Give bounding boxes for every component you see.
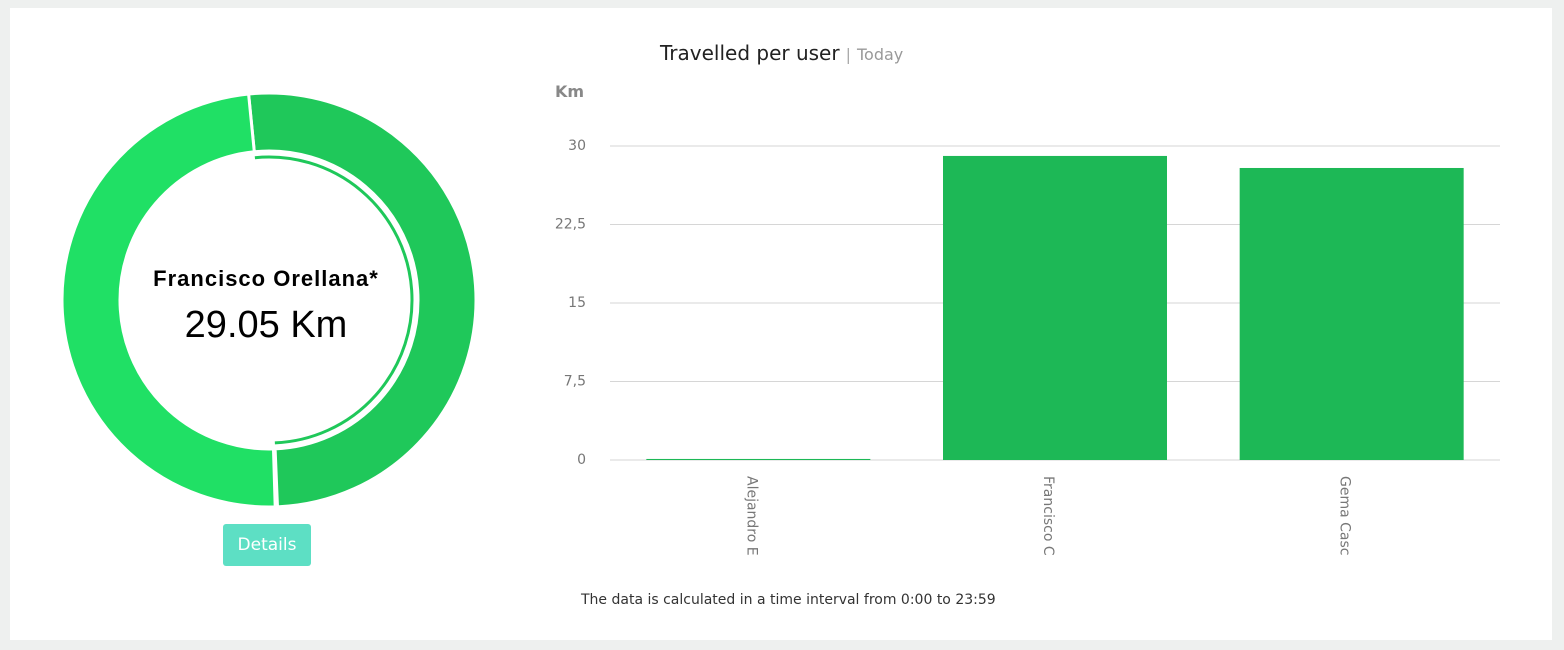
y-tick-label: 0 (577, 452, 586, 468)
title: Travelled per user (659, 41, 840, 65)
y-tick-label: 7,5 (564, 374, 586, 390)
bar (1239, 167, 1464, 461)
x-tick-label: Alejandro E (743, 476, 759, 556)
subtitle: Today (856, 45, 903, 64)
y-tick-label: 15 (568, 295, 586, 311)
donut-segment (246, 91, 478, 509)
details-button[interactable]: Details (223, 524, 311, 566)
footnote: The data is calculated in a time interva… (580, 592, 996, 608)
separator: | (846, 45, 851, 64)
chart-title: Travelled per user | Today (659, 41, 903, 65)
y-tick-label: 30 (568, 138, 586, 154)
bar (943, 155, 1167, 460)
x-tick-label: Francisco C (1040, 476, 1056, 556)
highlight-ring (254, 155, 414, 445)
x-tick-label: Gema Casc (1337, 476, 1353, 555)
y-axis-label: Km (555, 82, 584, 101)
donut-segment (60, 92, 277, 509)
bar (646, 458, 871, 460)
donut-center-label: 29.05 Km (185, 304, 348, 346)
donut-center-title: Francisco Orellana* (153, 266, 379, 291)
y-tick-label: 22,5 (555, 217, 586, 233)
